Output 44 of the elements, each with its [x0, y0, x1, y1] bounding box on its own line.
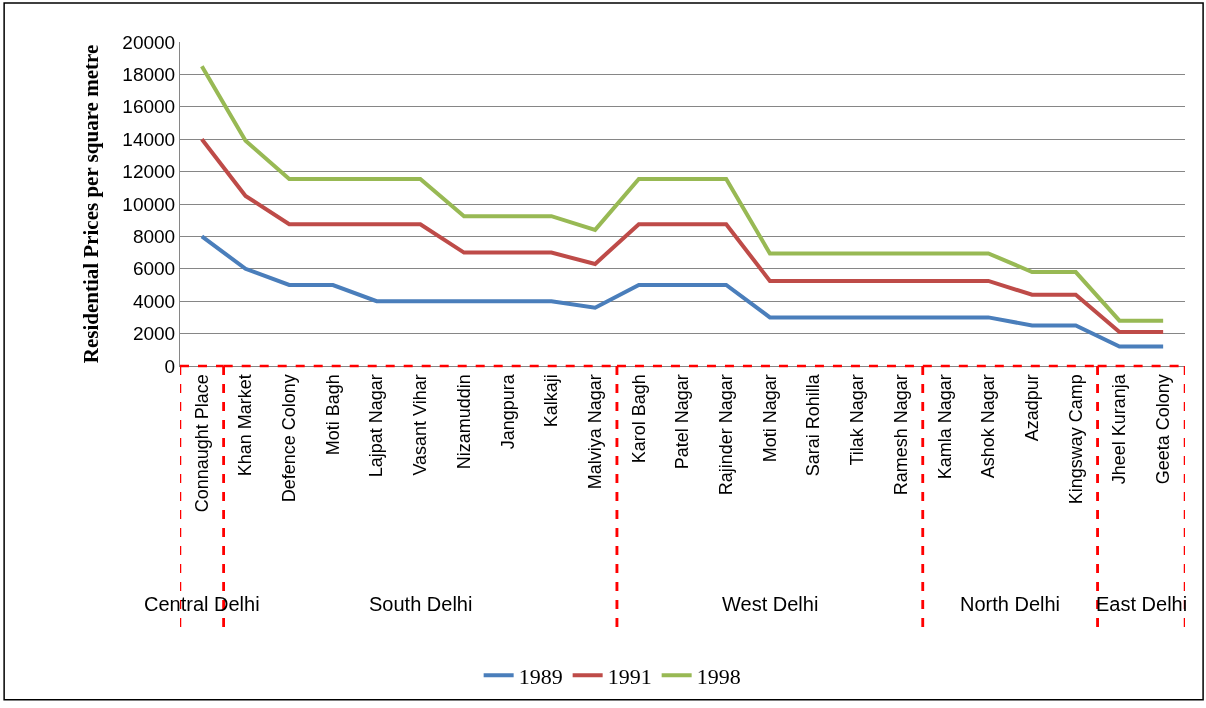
x-tick-label: Vasant Vihar: [410, 374, 431, 476]
y-tick-label: 14000: [122, 128, 176, 150]
x-tick-label: Malviya Nagar: [584, 374, 605, 490]
x-tick-label: Kamla Nagar: [934, 374, 955, 480]
y-tick-label: 0: [164, 355, 176, 377]
x-tick-label: Moti Bagh: [322, 374, 343, 456]
x-tick-label: Kalkaji: [541, 374, 562, 428]
text: South Delhi: [369, 593, 473, 615]
x-tick-label: Khan Market: [235, 374, 256, 477]
y-tick-label: 10000: [122, 193, 176, 215]
y-tick-label: 16000: [122, 96, 176, 118]
text: North Delhi: [960, 593, 1061, 615]
x-tick-label: Connaught Place: [191, 374, 212, 513]
y-axis-title: Residential Prices per square metre: [78, 44, 103, 364]
x-tick-label: Karol Bagh: [628, 374, 649, 464]
x-tick-label: Moti Nagar: [759, 374, 780, 463]
x-tick-label: Sarai Rohilla: [803, 373, 824, 477]
x-tick-label: Patel Nagar: [672, 374, 693, 470]
x-tick-label: Kingsway Camp: [1065, 374, 1086, 505]
y-tick-label: 12000: [122, 161, 176, 183]
x-tick-label: Lajpat Nagar: [366, 374, 387, 478]
line-series: [199, 137, 1166, 334]
text: West Delhi: [722, 593, 819, 615]
legend-label: 1998: [696, 663, 741, 689]
x-tick-label: Ashok Nagar: [978, 374, 999, 479]
x-tick-label: Jheel Kuranja: [1109, 373, 1130, 485]
y-tick-label: 20000: [122, 31, 176, 53]
x-tick-label: Azadpur: [1021, 374, 1042, 442]
legend-label: 1991: [607, 663, 652, 689]
x-tick-label: Nizamuddin: [453, 374, 474, 470]
y-tick-label: 2000: [132, 323, 176, 345]
x-tick-label: Rajinder Nagar: [716, 374, 737, 496]
y-tick-label: 6000: [132, 258, 176, 280]
legend-label: 1989: [518, 663, 563, 689]
y-tick-label: 4000: [132, 290, 176, 312]
line-series: [199, 64, 1166, 323]
y-tick-label: 8000: [132, 226, 176, 248]
x-tick-label: Ramesh Nagar: [890, 374, 911, 496]
x-tick-label: Defence Colony: [279, 374, 300, 503]
line-series: [199, 234, 1166, 349]
x-tick-label: Jangpura: [497, 373, 518, 450]
x-tick-label: Tilak Nagar: [847, 374, 868, 466]
y-tick-label: 18000: [122, 64, 176, 86]
x-tick-label: Geeta Colony: [1153, 374, 1173, 485]
